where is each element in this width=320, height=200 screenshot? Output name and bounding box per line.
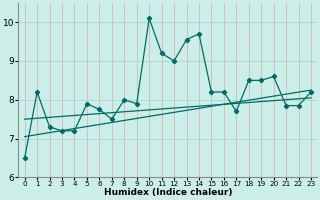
X-axis label: Humidex (Indice chaleur): Humidex (Indice chaleur) [104, 188, 232, 197]
